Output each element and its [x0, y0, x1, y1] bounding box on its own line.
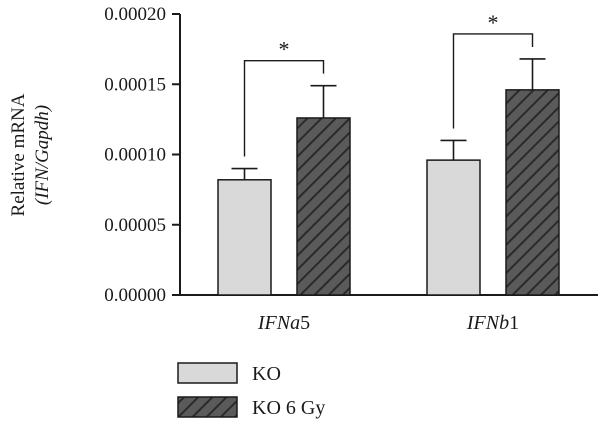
legend-label: KO 6 Gy [252, 397, 325, 419]
x-tick-label-suffix: 5 [300, 312, 310, 334]
error-bars-group [231, 58, 546, 180]
x-tick-label: IFNb1 [466, 312, 519, 334]
y-tick-label: 0.00010 [104, 145, 166, 166]
y-axis-title-line1: Relative mRNA [8, 93, 29, 216]
y-axis-title-line2: (IFN/Gapdh) [32, 105, 53, 205]
significance-bracket [243, 59, 325, 157]
x-tick-label-suffix: 1 [509, 312, 519, 334]
bar-ko [217, 179, 272, 296]
bar-ko-6gy [505, 89, 560, 296]
legend: KO KO 6 Gy [177, 362, 325, 419]
legend-label: KO [252, 363, 281, 385]
y-axis-ticks: 0.00000 0.00005 0.00010 0.00015 0.00020 [104, 4, 180, 306]
x-tick-label-italic: IFNa [257, 312, 300, 334]
significance-bracket [452, 33, 534, 129]
y-tick-label: 0.00020 [104, 4, 166, 25]
significance-star: * [279, 37, 290, 62]
significance-group: ** [243, 10, 534, 157]
y-tick-label: 0.00000 [104, 285, 166, 306]
bar-ko [426, 159, 481, 296]
y-tick-label: 0.00015 [104, 74, 166, 95]
y-tick-label: 0.00005 [104, 215, 166, 236]
x-axis-labels: IFNa5 IFNb1 [257, 312, 519, 334]
x-tick-label: IFNa5 [257, 312, 310, 334]
bar-ko-6gy [296, 117, 351, 296]
legend-swatch-ko [177, 362, 238, 384]
bars-group [217, 89, 560, 296]
significance-star: * [488, 10, 499, 35]
y-axis-title: Relative mRNA (IFN/Gapdh) [8, 93, 53, 216]
x-tick-label-italic: IFNb [466, 312, 509, 334]
legend-swatch-ko-6gy [177, 396, 238, 418]
